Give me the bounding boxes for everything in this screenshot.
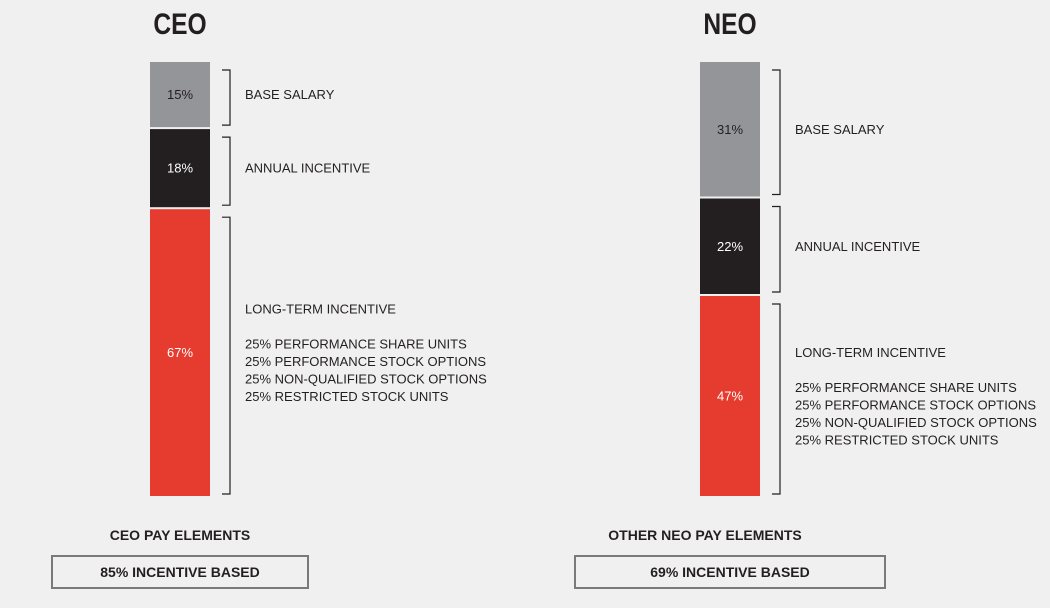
ceo-title: CEO [153,8,207,41]
neo-base-salary-label: BASE SALARY [795,122,885,137]
neo-long-term-incentive-detail-4: 25% RESTRICTED STOCK UNITS [795,432,999,447]
ceo-long-term-incentive-detail-2: 25% PERFORMANCE STOCK OPTIONS [245,354,486,369]
ceo-incentive-box: 85% INCENTIVE BASED [51,555,309,589]
neo-long-term-incentive-bracket [772,303,781,495]
neo-incentive-box: 69% INCENTIVE BASED [574,555,886,589]
neo-base-salary-bracket [772,69,781,196]
ceo-long-term-incentive-detail-4: 25% RESTRICTED STOCK UNITS [245,389,449,404]
neo-base-salary-value-label: 31% [717,122,743,137]
ceo-annual-incentive-value-label: 18% [167,161,193,176]
ceo-panel: CEO 15% BASE SALARY 18% ANNUAL INCENTIVE 67%… [51,8,487,589]
neo-long-term-incentive-segment [700,296,760,496]
neo-long-term-incentive-label: LONG-TERM INCENTIVE [795,345,946,360]
ceo-base-salary-segment [150,62,210,128]
ceo-base-salary-bracket [222,69,231,126]
ceo-footer-title: CEO PAY ELEMENTS [109,527,251,543]
neo-base-salary-segment [700,62,760,197]
ceo-long-term-incentive-detail-3: 25% NON-QUALIFIED STOCK OPTIONS [245,371,487,386]
neo-annual-incentive-bracket [772,205,781,293]
ceo-base-salary-value-label: 15% [167,87,193,102]
ceo-long-term-incentive-value-label: 67% [167,345,193,360]
neo-stacked-bar-chart: 31% BASE SALARY 22% ANNUAL INCENTIVE 47% LONG… [700,62,1037,496]
ceo-annual-incentive-segment [150,129,210,208]
ceo-stacked-bar-chart: 15% BASE SALARY 18% ANNUAL INCENTIVE 67% LONG… [150,62,487,496]
neo-long-term-incentive-detail-1: 25% PERFORMANCE SHARE UNITS [795,380,1017,395]
ceo-long-term-incentive-detail-1: 25% PERFORMANCE SHARE UNITS [245,336,467,351]
neo-title: NEO [703,8,757,41]
ceo-base-salary-label: BASE SALARY [245,87,335,102]
neo-annual-incentive-label: ANNUAL INCENTIVE [795,239,921,254]
neo-long-term-incentive-value-label: 47% [717,389,743,404]
neo-panel: NEO 31% BASE SALARY 22% ANNUAL INCENTIVE 47%… [525,0,1050,608]
neo-footer-title: OTHER NEO PAY ELEMENTS [608,527,802,543]
neo-annual-incentive-segment [700,198,760,294]
ceo-long-term-incentive-bracket [222,216,231,495]
ceo-annual-incentive-bracket [222,136,231,206]
ceo-long-term-incentive-segment [150,209,210,496]
neo-annual-incentive-value-label: 22% [717,239,743,254]
ceo-long-term-incentive-label: LONG-TERM INCENTIVE [245,301,396,316]
neo-long-term-incentive-detail-2: 25% PERFORMANCE STOCK OPTIONS [795,397,1036,412]
ceo-annual-incentive-label: ANNUAL INCENTIVE [245,161,371,176]
neo-long-term-incentive-detail-3: 25% NON-QUALIFIED STOCK OPTIONS [795,415,1037,430]
